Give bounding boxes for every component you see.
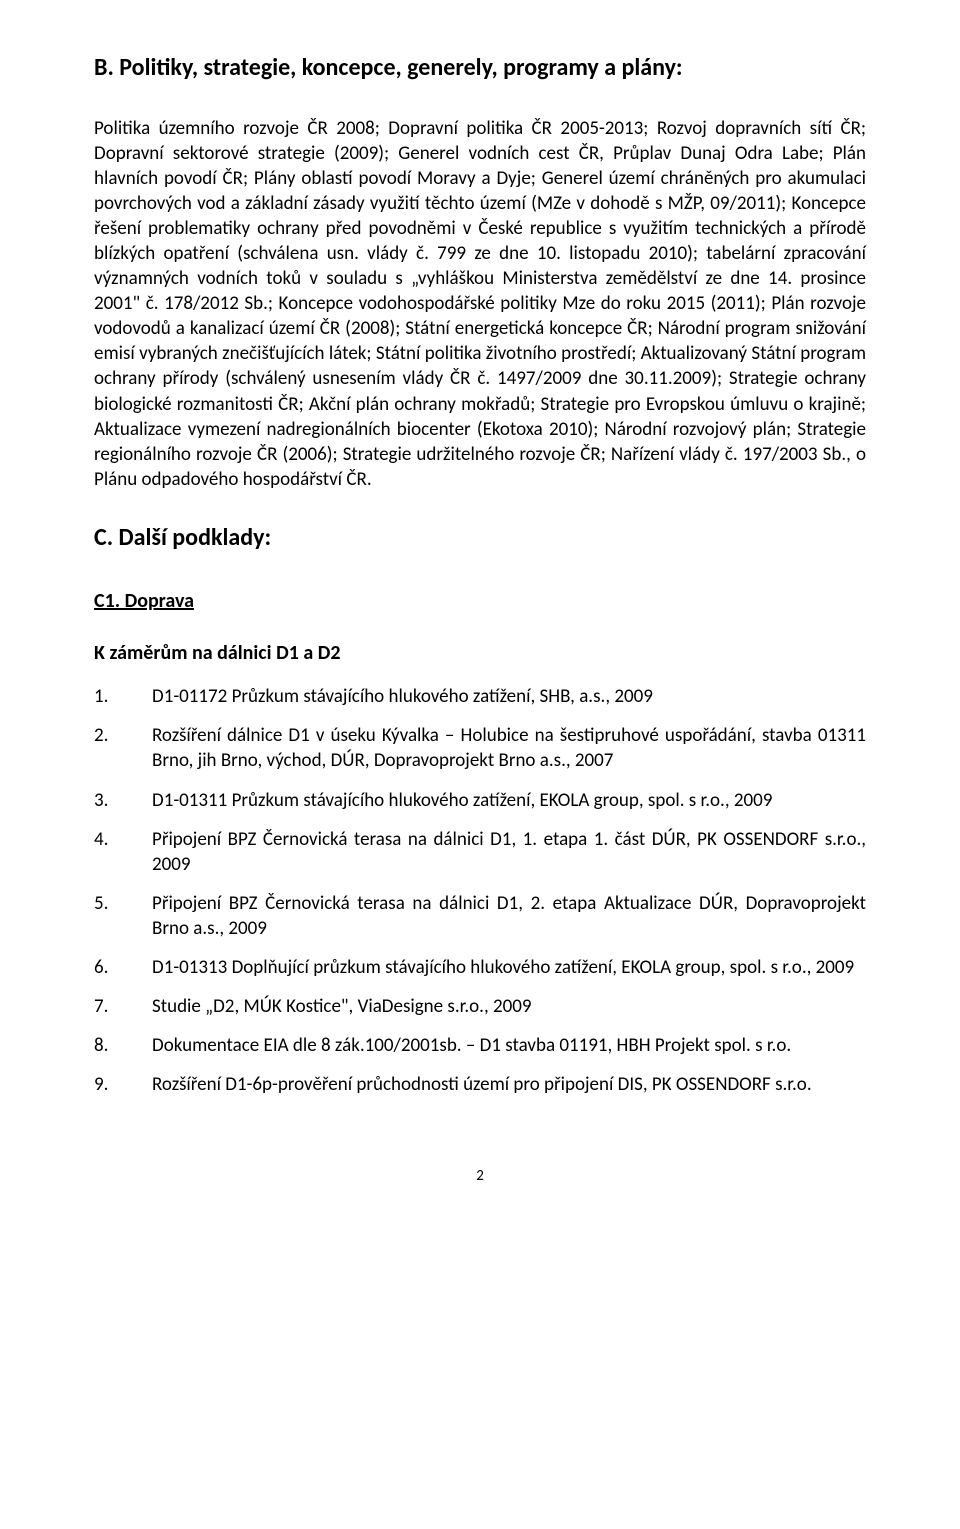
list-item: 4.Připojení BPZ Černovická terasa na dál… <box>94 827 866 877</box>
section-c-heading: C. Další podklady: <box>94 522 866 554</box>
list-text: Studie „D2, MÚK Kostice", ViaDesigne s.r… <box>152 994 866 1019</box>
section-k-heading: K záměrům na dálnici D1 a D2 <box>94 640 866 666</box>
section-c1-heading: C1. Doprava <box>94 588 866 614</box>
list-number: 3. <box>94 788 152 813</box>
list-number: 2. <box>94 723 152 748</box>
page-number: 2 <box>94 1167 866 1187</box>
list-item: 2.Rozšíření dálnice D1 v úseku Kývalka –… <box>94 723 866 773</box>
list-item: 3.D1-01311 Průzkum stávajícího hlukového… <box>94 788 866 813</box>
list-number: 6. <box>94 955 152 980</box>
list-text: Připojení BPZ Černovická terasa na dálni… <box>152 827 866 877</box>
list-item: 6.D1-01313 Doplňující průzkum stávajícíh… <box>94 955 866 980</box>
list-number: 8. <box>94 1033 152 1058</box>
list-item: 1.D1-01172 Průzkum stávajícího hlukového… <box>94 684 866 709</box>
list-text: Připojení BPZ Černovická terasa na dálni… <box>152 891 866 941</box>
numbered-list: 1.D1-01172 Průzkum stávajícího hlukového… <box>94 684 866 1097</box>
list-text: Dokumentace EIA dle 8 zák.100/2001sb. – … <box>152 1033 866 1058</box>
section-b-paragraph: Politika územního rozvoje ČR 2008; Dopra… <box>94 116 866 492</box>
list-text: D1-01311 Průzkum stávajícího hlukového z… <box>152 788 866 813</box>
list-text: D1-01313 Doplňující průzkum stávajícího … <box>152 955 866 980</box>
list-number: 4. <box>94 827 152 852</box>
section-b-heading: B. Politiky, strategie, koncepce, genere… <box>94 52 866 84</box>
list-text: D1-01172 Průzkum stávajícího hlukového z… <box>152 684 866 709</box>
list-number: 7. <box>94 994 152 1019</box>
list-number: 9. <box>94 1072 152 1097</box>
list-number: 1. <box>94 684 152 709</box>
list-text: Rozšíření D1-6p-prověření průchodnosti ú… <box>152 1072 866 1097</box>
list-text: Rozšíření dálnice D1 v úseku Kývalka – H… <box>152 723 866 773</box>
list-item: 9.Rozšíření D1-6p-prověření průchodnosti… <box>94 1072 866 1097</box>
list-item: 7.Studie „D2, MÚK Kostice", ViaDesigne s… <box>94 994 866 1019</box>
list-item: 8.Dokumentace EIA dle 8 zák.100/2001sb. … <box>94 1033 866 1058</box>
list-item: 5.Připojení BPZ Černovická terasa na dál… <box>94 891 866 941</box>
list-number: 5. <box>94 891 152 916</box>
